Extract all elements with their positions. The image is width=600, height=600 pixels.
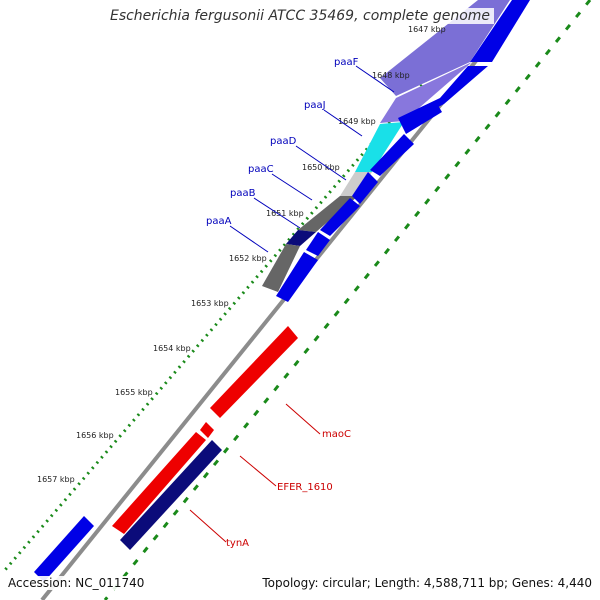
gene-label-tynA: tynA bbox=[226, 538, 249, 549]
tick-label: 1657 kbp bbox=[37, 475, 75, 484]
tick-label: 1654 kbp bbox=[153, 344, 191, 353]
gene-label-paaA: paaA bbox=[206, 216, 232, 227]
cds-arrow bbox=[370, 134, 414, 176]
gene-label-paaB: paaB bbox=[230, 188, 256, 199]
tick-label: 1651 kbp bbox=[266, 209, 304, 218]
feature-paaD-band bbox=[355, 122, 404, 172]
tick-label: 1656 kbp bbox=[76, 431, 114, 440]
cds-arrow bbox=[276, 252, 318, 302]
leader-line bbox=[295, 145, 347, 181]
gene-label-EFER_1610: EFER_1610 bbox=[277, 482, 333, 493]
gene-label-maoC: maoC bbox=[322, 429, 351, 440]
leader-line bbox=[239, 455, 277, 487]
cds-arrow bbox=[352, 172, 378, 204]
tick-labels: 1647 kbp 1648 kbp 1649 kbp 1650 kbp 1651… bbox=[37, 25, 446, 484]
gene-label-paaF: paaF bbox=[334, 57, 359, 68]
forward-cds-upper bbox=[276, 0, 530, 302]
cds-arrow bbox=[398, 66, 488, 126]
topology-text: Topology: circular; Length: 4,588,711 bp… bbox=[262, 576, 592, 590]
gene-label-paaJ: paaJ bbox=[304, 100, 326, 111]
gene-label-paaD: paaD bbox=[270, 136, 297, 147]
cds-arrow bbox=[320, 198, 360, 236]
cds-arrow bbox=[306, 232, 330, 256]
outer-tick-track bbox=[3, 0, 497, 571]
leader-line bbox=[189, 509, 227, 543]
leader-line bbox=[355, 65, 395, 93]
leader-line bbox=[323, 109, 363, 137]
leader-line bbox=[271, 173, 313, 201]
feature-paaB-band bbox=[298, 196, 358, 232]
leader-line bbox=[229, 225, 269, 253]
feature-paaJ-band bbox=[380, 62, 472, 123]
tick-label: 1655 kbp bbox=[115, 388, 153, 397]
gene-label-paaC: paaC bbox=[248, 164, 274, 175]
leader-line bbox=[285, 403, 321, 435]
tick-label: 1650 kbp bbox=[302, 163, 340, 172]
feature-paaA-band-2 bbox=[262, 244, 300, 292]
inner-tick-track bbox=[103, 0, 592, 600]
cds-arrow bbox=[402, 102, 442, 134]
leader-line bbox=[253, 197, 301, 229]
cds-arrow bbox=[470, 0, 530, 62]
feature-paaA-band-1 bbox=[286, 230, 316, 246]
reverse-cds-lower bbox=[112, 326, 298, 534]
accession-text: Accession: NC_011740 bbox=[8, 576, 145, 590]
feature-track-upper bbox=[262, 0, 510, 292]
cds-arrow bbox=[34, 516, 94, 582]
tick-label: 1647 kbp bbox=[408, 25, 446, 34]
feature-paaF-band bbox=[380, 0, 510, 96]
reverse-gene-labels: maoC EFER_1610 tynA bbox=[189, 403, 351, 549]
tick-label: 1653 kbp bbox=[191, 299, 229, 308]
cds-tynA-arrow bbox=[120, 440, 222, 550]
tick-label: 1652 kbp bbox=[229, 254, 267, 263]
cds-EFER_1610-arrow bbox=[112, 432, 206, 534]
tick-label: 1649 kbp bbox=[338, 117, 376, 126]
cds-maoC-arrow bbox=[210, 326, 298, 418]
cds-arrow bbox=[200, 422, 214, 438]
forward-gene-labels: paaF paaJ paaD paaC paaB paaA bbox=[206, 57, 395, 253]
tick-label: 1648 kbp bbox=[372, 71, 410, 80]
genome-title: Escherichia fergusonii ATCC 35469, compl… bbox=[0, 8, 600, 24]
